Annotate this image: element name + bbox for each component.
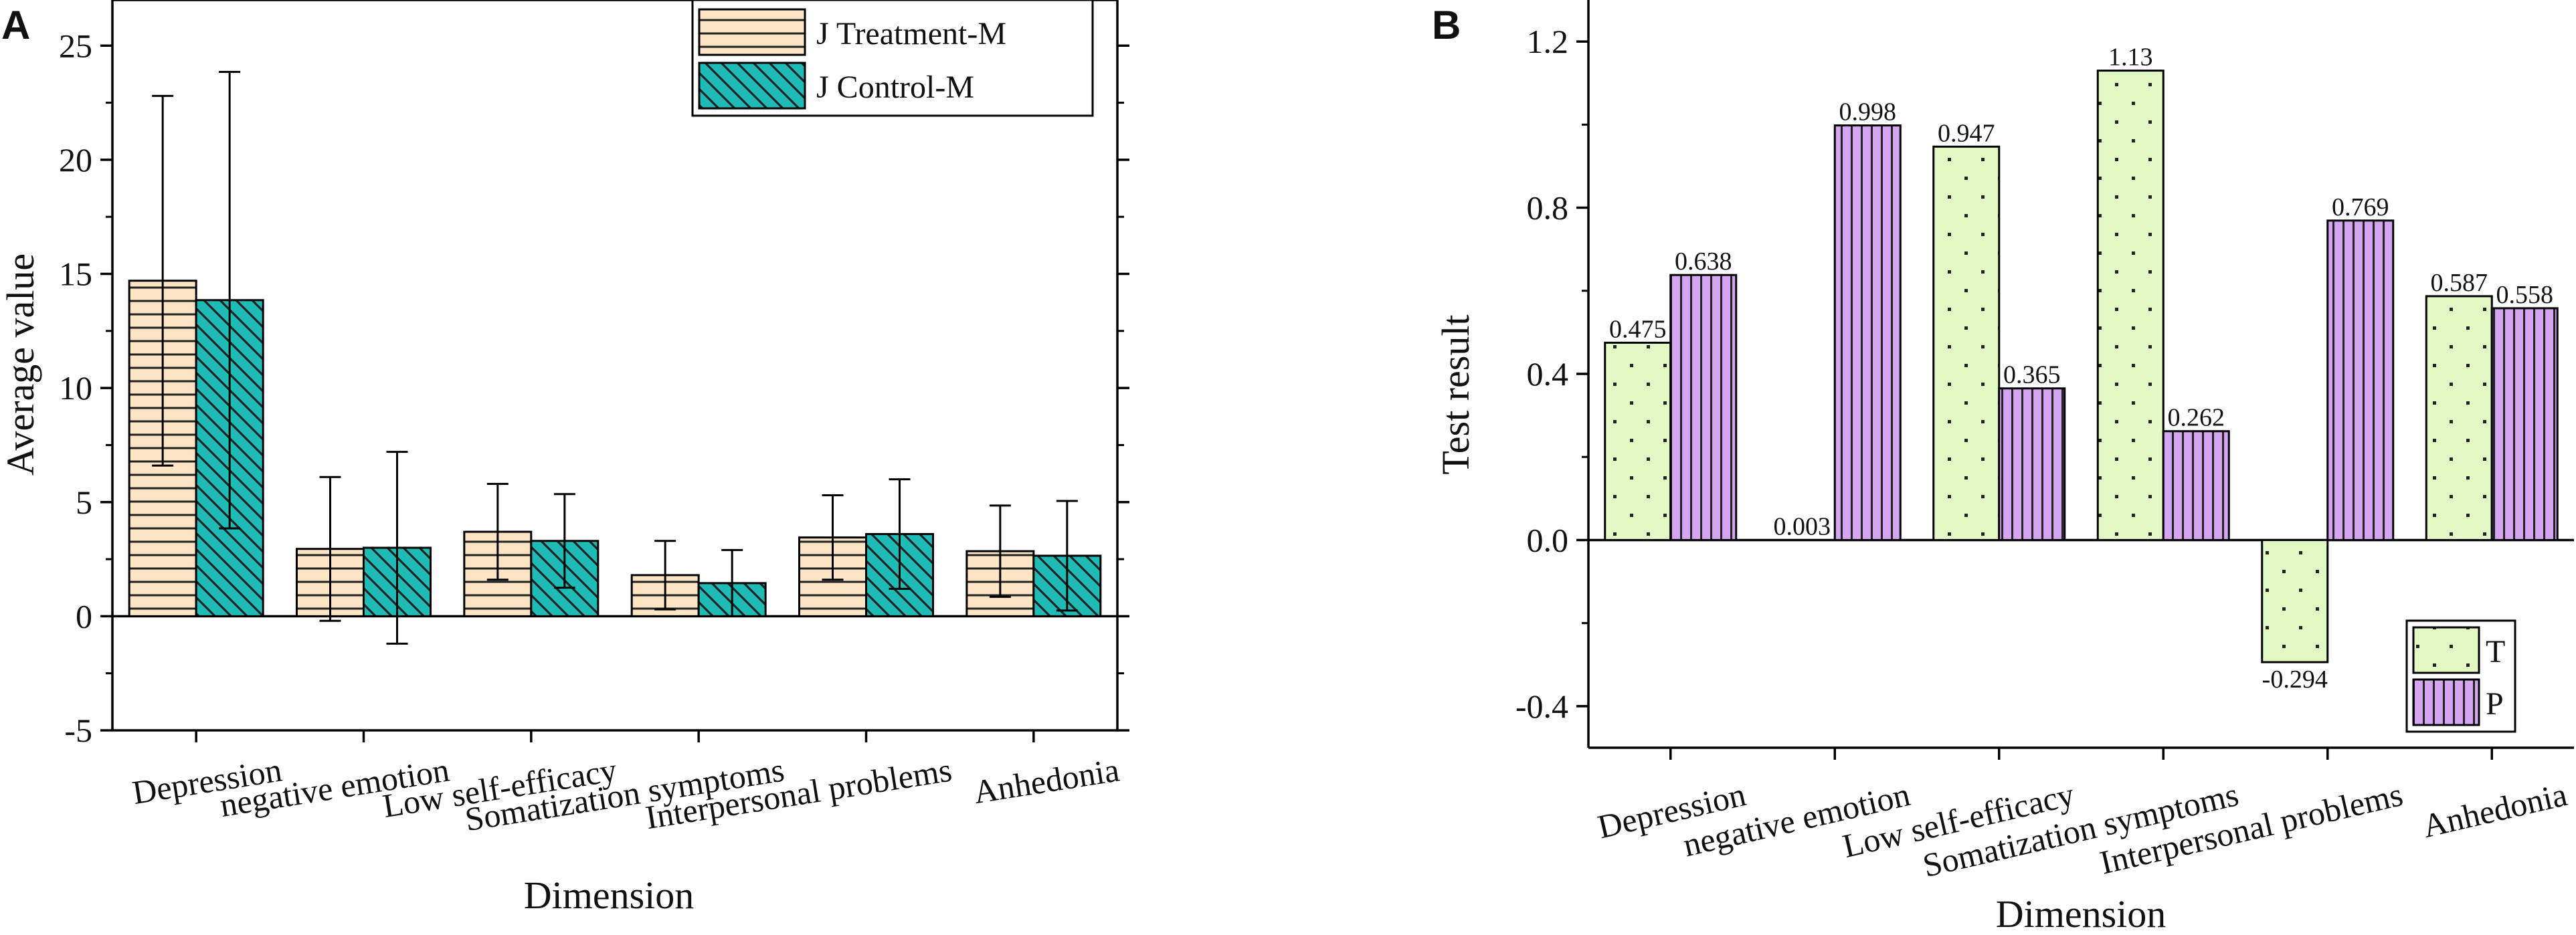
y-tick-label: 0.4	[1527, 355, 1569, 393]
bar-b-0	[2096, 70, 2165, 541]
bar-b-1	[2162, 430, 2230, 541]
y-tick-label: 1.2	[1527, 23, 1569, 60]
plot-frame	[111, 0, 1119, 732]
data-label: 0.365	[2003, 361, 2061, 389]
bar-b-1	[1669, 274, 1738, 541]
legend-label: J Control-M	[816, 70, 974, 105]
y-tick-label: 5	[76, 484, 92, 521]
legend-label: P	[2486, 686, 2504, 722]
x-category-label: Anhedonia	[2419, 775, 2570, 845]
x-category-label: Anhedonia	[971, 751, 1121, 811]
y-tick-label: -0.4	[1515, 688, 1568, 725]
y-tick-label: 10	[59, 369, 92, 407]
data-label: 0.475	[1609, 315, 1667, 343]
legend-swatch	[698, 62, 806, 110]
y-tick-label: 0.0	[1527, 521, 1569, 558]
legend-swatch	[2412, 626, 2480, 674]
y-tick-label: 0	[76, 597, 92, 635]
data-label: 0.262	[2168, 404, 2225, 432]
y-tick-label: 25	[59, 27, 92, 64]
bar-b-1	[2326, 219, 2395, 541]
y-tick-label: -5	[64, 712, 92, 749]
x-category-label: Interpersonal problems	[643, 751, 954, 837]
panel-label-b: B	[1432, 3, 1461, 47]
y-axis-title: Average value	[0, 253, 42, 476]
y-tick-label: 0.8	[1527, 189, 1569, 227]
bar-b-1	[2490, 307, 2559, 541]
bar-b-0	[2261, 538, 2329, 663]
data-label: 0.998	[1839, 98, 1897, 126]
bar-b-0	[2425, 295, 2493, 541]
data-label: -0.294	[2262, 665, 2328, 694]
x-axis-title: Dimension	[1996, 892, 2167, 932]
x-axis-title: Dimension	[524, 873, 695, 917]
legend-swatch	[2412, 678, 2480, 726]
bar-b-1	[1998, 387, 2066, 541]
legend-label: J Treatment-M	[816, 16, 1006, 51]
data-label: 0.558	[2496, 281, 2554, 309]
legend-label: T	[2486, 634, 2505, 669]
bar-b-1	[1833, 124, 1902, 541]
data-label: 0.638	[1675, 247, 1732, 276]
y-axis-title: Test result	[1434, 314, 1477, 474]
y-tick-label: 20	[59, 141, 92, 179]
data-label: 0.003	[1774, 512, 1831, 540]
y-tick-label: 15	[59, 255, 92, 293]
bar-b-0	[1932, 145, 2001, 541]
bar-b-0	[1604, 341, 1672, 541]
data-label: 0.587	[2431, 269, 2488, 297]
data-label: 0.947	[1938, 119, 1995, 147]
panel-label-a: A	[1, 3, 30, 47]
panel-b: B-0.40.00.40.81.20.4750.638Depression0.0…	[1432, 0, 2574, 935]
data-label: 1.13	[2108, 43, 2153, 72]
data-label: 0.769	[2332, 193, 2389, 221]
legend-swatch	[698, 8, 806, 56]
